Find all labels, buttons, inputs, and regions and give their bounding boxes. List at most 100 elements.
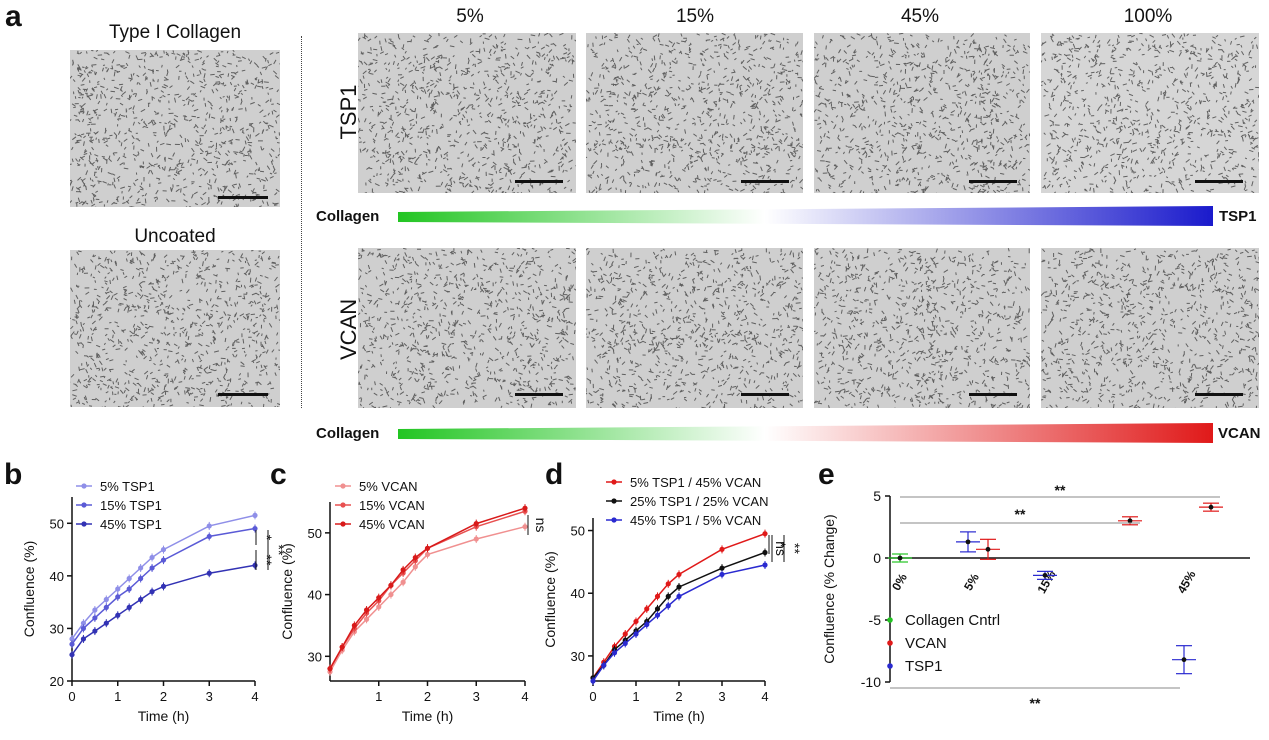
significance-label: **: [1030, 695, 1041, 711]
data-point: [92, 607, 98, 613]
y-tick-label: 50: [308, 526, 322, 541]
data-point: [654, 593, 661, 599]
chart-c: 30 40 50 1 2 3 4 Time (h) Confluence (%) 5% VCAN 1…: [279, 479, 549, 724]
data-point: [611, 650, 618, 656]
data-point: [376, 604, 382, 610]
micrograph-vcan-45: [814, 248, 1030, 408]
data-point: [126, 575, 132, 582]
dotted-separator: [301, 36, 302, 408]
category-label: 45%: [1174, 568, 1198, 596]
data-point: [69, 652, 75, 658]
data-point: [985, 546, 991, 552]
data-point: [762, 549, 768, 556]
significance-label: **: [1055, 482, 1066, 498]
gradient-label-collagen: Collagen: [316, 208, 380, 225]
y-tick-label: 50: [50, 516, 64, 531]
data-point: [762, 562, 768, 568]
micrograph-tsp1-100: [1041, 33, 1259, 193]
scale-bar: [741, 180, 789, 183]
column-header-100: 100%: [1123, 6, 1173, 27]
data-point: [676, 593, 682, 599]
data-point: [644, 621, 650, 628]
legend-marker: [887, 640, 893, 646]
data-point: [115, 612, 121, 618]
data-point: [665, 593, 671, 599]
data-point: [633, 618, 639, 625]
y-tick-label: 20: [50, 674, 64, 689]
micrograph-tsp1-5: [358, 33, 576, 193]
data-point: [80, 625, 87, 632]
data-point: [160, 546, 167, 553]
data-point: [522, 505, 528, 511]
data-point: [473, 536, 479, 542]
series-line: [592, 564, 766, 682]
x-tick-label: 1: [375, 689, 382, 704]
data-point: [80, 636, 87, 642]
data-point: [424, 545, 431, 551]
legend-label: 15% TSP1: [100, 498, 162, 513]
chart-e: 5 0 -5 -10 Confluence (% Change) 0% 5% 15% 45% Co…: [821, 482, 1250, 711]
data-point: [1127, 518, 1133, 524]
data-point: [400, 579, 406, 585]
data-point: [351, 622, 357, 629]
legend-marker: [611, 498, 617, 504]
legend-label: 45% TSP1 / 5% VCAN: [630, 513, 761, 528]
data-point: [80, 620, 87, 626]
micrograph-vcan-15: [586, 248, 803, 408]
data-point: [138, 565, 144, 571]
y-tick-label: 30: [571, 649, 585, 664]
y-tick-label: 40: [308, 588, 322, 603]
data-point: [206, 523, 212, 529]
data-point: [1042, 572, 1048, 578]
data-point: [160, 557, 167, 563]
legend-marker: [887, 663, 893, 669]
data-point: [424, 551, 431, 558]
data-point: [644, 606, 650, 612]
data-point: [138, 575, 144, 582]
micrograph-uncoated: [70, 250, 280, 407]
gradient-label-vcan: VCAN: [1218, 425, 1261, 442]
y-tick-label: 40: [50, 569, 64, 584]
legend-label: 45% VCAN: [359, 517, 425, 532]
data-point: [327, 666, 333, 672]
gradient-label-collagen: Collagen: [316, 425, 380, 442]
data-point: [719, 565, 725, 571]
data-point: [115, 594, 121, 600]
significance-label: ns: [533, 518, 549, 533]
category-label: 0%: [889, 571, 910, 593]
significance-label: **: [271, 545, 287, 556]
data-point: [92, 615, 98, 621]
category-label: 5%: [961, 571, 982, 593]
scale-bar: [515, 180, 563, 183]
data-point: [252, 525, 258, 532]
panel-letter-b: b: [4, 458, 23, 491]
y-tick-label: 0: [873, 550, 881, 566]
micrograph-tsp1-15: [586, 33, 803, 193]
column-header-15: 15%: [675, 6, 715, 27]
data-point: [522, 524, 528, 530]
legend-label: VCAN: [905, 635, 947, 652]
legend-label: 15% VCAN: [359, 498, 425, 513]
data-point: [363, 616, 370, 622]
data-point: [897, 555, 903, 561]
data-point: [149, 565, 155, 571]
significance-label: **: [787, 543, 803, 554]
column-header-45: 45%: [900, 6, 940, 27]
gradient-collagen-vcan: [398, 423, 1213, 443]
data-point: [363, 607, 370, 613]
significance-label: *: [773, 542, 789, 548]
x-axis-label: Time (h): [138, 708, 190, 724]
series-line: [71, 564, 256, 656]
data-point: [665, 603, 671, 609]
y-axis-label: Confluence (%): [279, 543, 295, 640]
scale-bar: [1195, 180, 1243, 183]
y-tick-label: 30: [308, 649, 322, 664]
panel-letter-a: a: [5, 0, 22, 33]
y-tick-label: 30: [50, 621, 64, 636]
y-axis-label: Confluence (% Change): [821, 514, 837, 663]
x-tick-label: 4: [521, 689, 528, 704]
data-point: [633, 631, 639, 637]
data-point: [622, 631, 628, 637]
chart-b: 20 30 40 50 0 1 2 3 4 Time (h) Confluence (%) 5% TS…: [21, 479, 287, 724]
series-line: [329, 510, 526, 670]
